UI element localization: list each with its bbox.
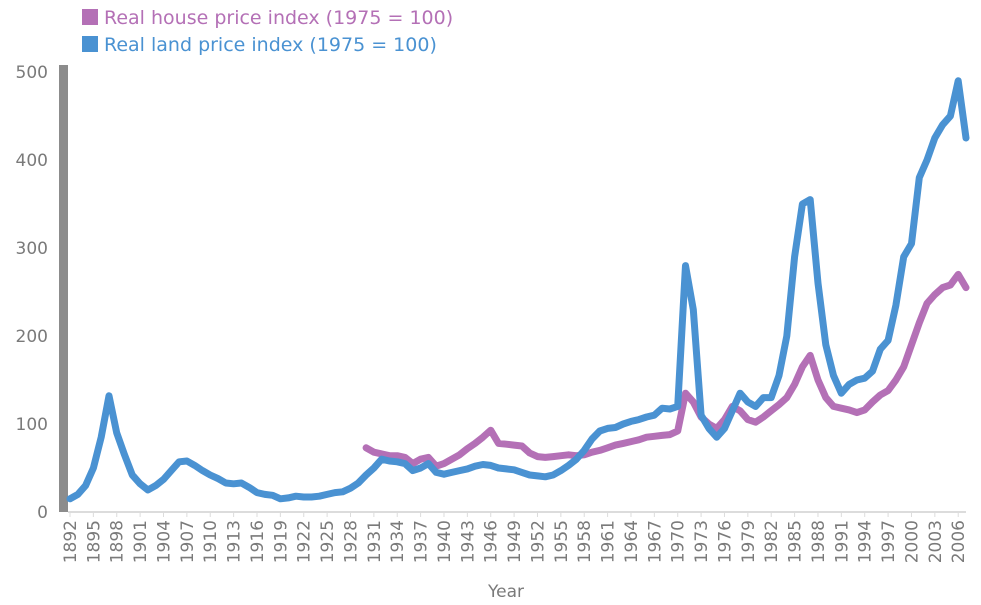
- y-tick-label: 100: [16, 415, 48, 435]
- x-tick-label: 1934: [388, 520, 408, 563]
- line: [66, 77, 970, 503]
- x-tick-label: 1949: [505, 520, 525, 563]
- x-axis-label: Year: [487, 582, 524, 602]
- x-tick-label: 1970: [669, 520, 689, 563]
- x-tick-label: 1985: [786, 520, 806, 563]
- x-tick-label: 1916: [248, 520, 268, 563]
- x-tick-label: 1898: [108, 520, 128, 563]
- x-tick-label: 2000: [902, 520, 922, 563]
- x-tick-label: 1922: [295, 520, 315, 563]
- legend-label: Real house price index (1975 = 100): [104, 7, 453, 29]
- x-tick-label: 2006: [949, 520, 969, 563]
- x-tick-label: 1988: [809, 520, 829, 563]
- x-tick-label: 1931: [365, 520, 385, 563]
- x-tick-label: 1892: [61, 520, 81, 563]
- x-tick-label: 1997: [879, 520, 899, 563]
- legend-swatch: [82, 9, 98, 25]
- x-tick-label: 1961: [599, 520, 619, 563]
- x-tick-label: 1958: [575, 520, 595, 563]
- x-tick-label: 1910: [201, 520, 221, 563]
- x-tick-label: 1940: [435, 520, 455, 563]
- x-tick-label: 1937: [412, 520, 432, 563]
- y-tick-label: 200: [16, 327, 48, 347]
- x-tick-label: 1991: [832, 520, 852, 563]
- x-tick-label: 1919: [271, 520, 291, 563]
- y-tick-label: 400: [16, 151, 48, 171]
- x-tick-label: 1901: [131, 520, 151, 563]
- x-tick-label: 1904: [154, 520, 174, 563]
- legend-swatch: [82, 36, 98, 52]
- y-tick-label: 300: [16, 239, 48, 259]
- x-tick-label: 1895: [84, 520, 104, 563]
- x-tick-label: 1925: [318, 520, 338, 563]
- x-tick-label: 1955: [552, 520, 572, 563]
- x-tick-label: 2003: [926, 520, 946, 563]
- x-tick-label: 1946: [482, 520, 502, 563]
- legend-label: Real land price index (1975 = 100): [104, 34, 437, 56]
- x-tick-label: 1952: [528, 520, 548, 563]
- y-axis-bar: [59, 65, 68, 512]
- x-tick-label: 1928: [341, 520, 361, 563]
- x-tick-label: 1967: [645, 520, 665, 563]
- x-tick-label: 1913: [225, 520, 245, 563]
- x-tick-label: 1907: [178, 520, 198, 563]
- x-tick-label: 1994: [856, 520, 876, 563]
- y-tick-label: 500: [16, 63, 48, 83]
- x-tick-label: 1982: [762, 520, 782, 563]
- line: [362, 270, 970, 470]
- x-tick-label: 1979: [739, 520, 759, 563]
- x-tick-label: 1943: [458, 520, 478, 563]
- x-tick-label: 1976: [715, 520, 735, 563]
- y-tick-label: 0: [37, 503, 48, 523]
- x-tick-label: 1973: [692, 520, 712, 563]
- x-tick-label: 1964: [622, 520, 642, 563]
